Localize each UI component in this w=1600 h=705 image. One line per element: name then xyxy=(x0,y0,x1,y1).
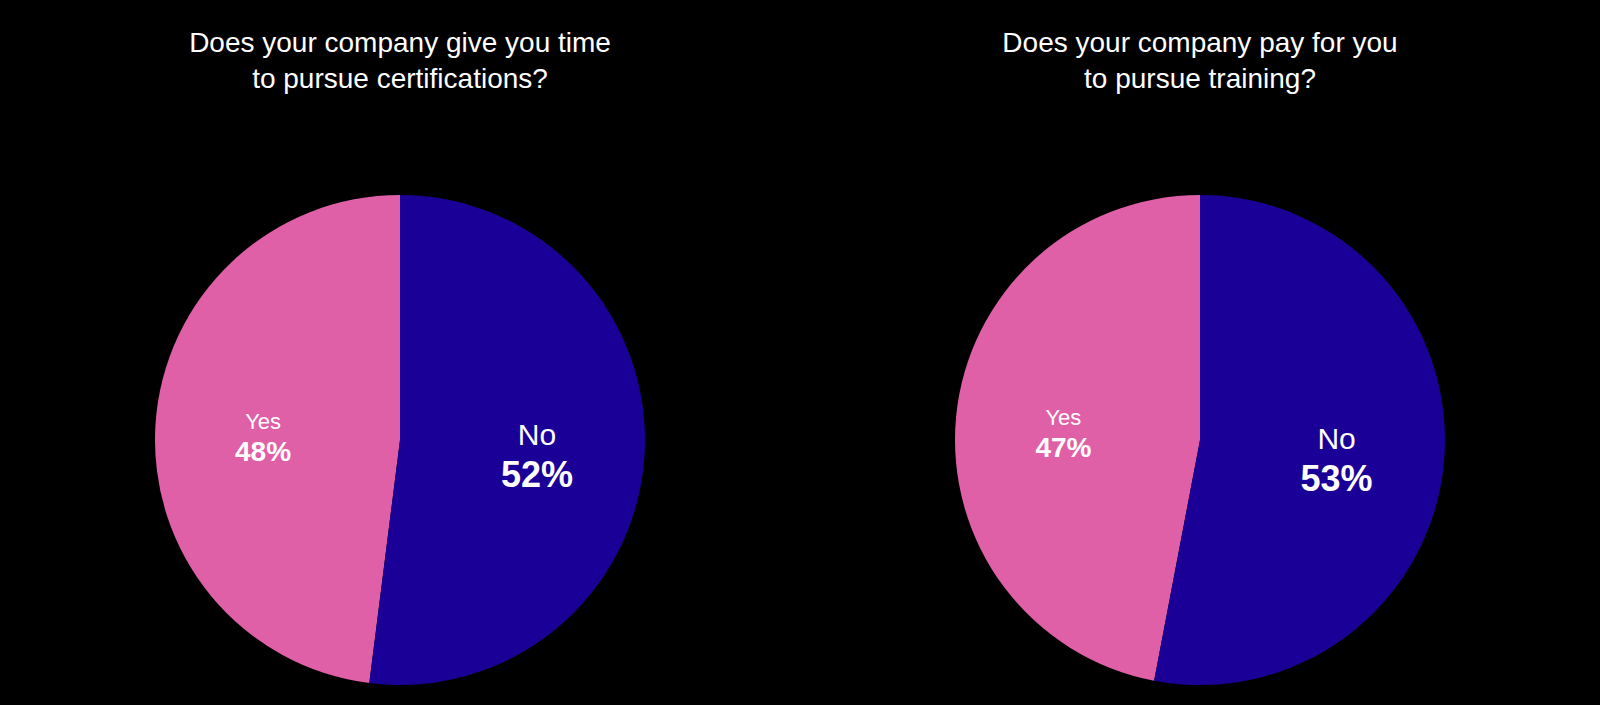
pie-slice xyxy=(369,195,645,685)
chart-canvas: Does your company give you time to pursue… xyxy=(0,0,1600,705)
slice-labels: Yes48% No52% xyxy=(235,409,573,495)
title-line: Does your company pay for you xyxy=(1002,27,1397,58)
title-line: to pursue training? xyxy=(1084,63,1316,94)
pie-chart: Does your company give you time to pursue… xyxy=(155,27,645,685)
slice-value-label: 48% xyxy=(235,436,291,467)
slice-value-label: 52% xyxy=(501,454,573,495)
slice-value-label: 53% xyxy=(1301,458,1373,499)
slice-value-label: 47% xyxy=(1035,432,1091,463)
pie-slice xyxy=(955,195,1200,681)
pie-slice xyxy=(1154,195,1445,685)
pie-chart: Does your company pay for you to pursue t… xyxy=(955,27,1445,685)
chart-title: Does your company pay for you to pursue t… xyxy=(1002,27,1397,94)
slices xyxy=(955,195,1445,685)
slices xyxy=(155,195,645,685)
slice-category-label: Yes xyxy=(1045,405,1081,430)
slice-category-label: No xyxy=(518,418,556,451)
slice-labels: Yes47% No53% xyxy=(1035,405,1372,500)
slice-category-label: No xyxy=(1317,422,1355,455)
chart-title: Does your company give you time to pursue… xyxy=(189,27,611,94)
page: {"chart_data": [ {"type": "pie", "title"… xyxy=(0,0,1600,705)
pie-slice xyxy=(155,195,400,683)
background xyxy=(0,0,1600,705)
slice-category-label: Yes xyxy=(245,409,281,434)
title-line: to pursue certifications? xyxy=(252,63,548,94)
title-line: Does your company give you time xyxy=(189,27,611,58)
